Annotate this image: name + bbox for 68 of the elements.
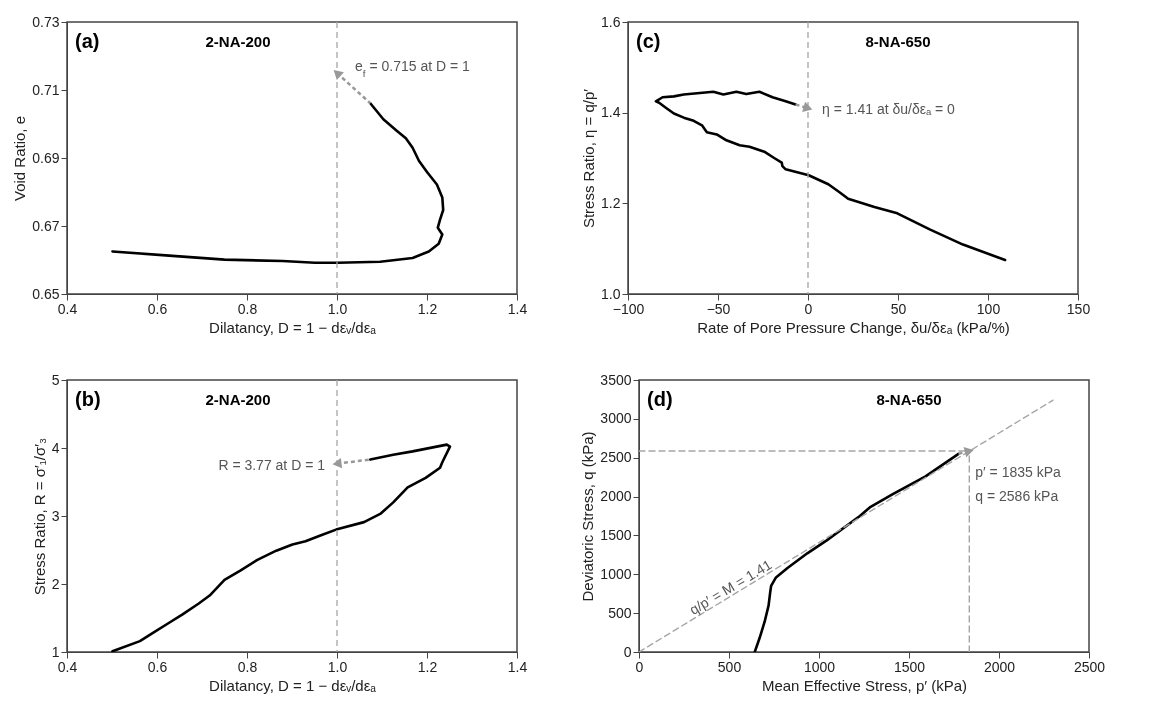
x-tick-label: 0.4 <box>57 300 78 317</box>
x-tick-label: 0.6 <box>147 658 168 675</box>
x-tick-label: 1.2 <box>417 300 438 317</box>
x-axis-title: Rate of Pore Pressure Change, δu/δεₐ (kPa/%) <box>697 318 1010 336</box>
x-tick-label: 1.2 <box>417 658 438 675</box>
annotation: e$_{f}$ = 0.715 at D = 1 <box>355 58 471 79</box>
chart-title: (a) <box>75 30 100 52</box>
x-tick-label: 0.4 <box>57 658 78 675</box>
y-tick-label: 2 <box>51 575 60 592</box>
y-tick-label: 0 <box>623 643 632 660</box>
x-tick-label: 1.0 <box>327 658 348 675</box>
x-tick-label: 1.0 <box>327 300 348 317</box>
x-tick-label: 0.8 <box>237 658 258 675</box>
x-tick-label: 0.8 <box>237 300 258 317</box>
y-tick-label: 1.2 <box>601 194 621 211</box>
annotation: η = 1.41 at δu/δεₐ = 0 <box>822 101 956 118</box>
y-axis-title: Stress Ratio, η = q/p′ <box>580 88 598 229</box>
text: 8-NA-650 <box>876 391 942 408</box>
y-tick-label: 3500 <box>600 371 632 388</box>
annotation: q/p′ = M = 1.41 <box>686 556 775 618</box>
x-tick-label: 2500 <box>1073 658 1106 675</box>
x-tick-label: 500 <box>717 658 742 675</box>
y-tick-label: 0.65 <box>32 285 60 302</box>
x-tick-label: 1.4 <box>507 658 528 675</box>
text: 2-NA-200 <box>205 391 271 408</box>
x-axis-title: Dilatancy, D = 1 − dεᵥ/dεₐ <box>209 676 377 694</box>
y-tick-label: 0.67 <box>32 217 60 234</box>
x-tick-label: 100 <box>976 300 1001 317</box>
chart-title: (b) <box>75 388 101 410</box>
y-tick-label: 3 <box>51 507 60 524</box>
y-tick-label: 0.71 <box>32 81 60 98</box>
y-axis-title: Void Ratio, e <box>11 115 29 202</box>
y-tick-label: 4 <box>51 439 60 456</box>
x-tick-label: 1.4 <box>507 300 528 317</box>
text: 8-NA-650 <box>865 33 931 50</box>
annotation: R = 3.77 at D = 1 <box>218 456 326 473</box>
y-tick-label: 1.4 <box>601 104 621 121</box>
y-tick-label: 0.69 <box>32 149 60 166</box>
y-tick-label: 1 <box>51 643 60 660</box>
x-tick-label: 1500 <box>893 658 926 675</box>
x-tick-label: −100 <box>612 300 645 317</box>
y-tick-label: 1000 <box>600 565 632 582</box>
chart-title: (d) <box>647 388 673 410</box>
y-tick-label: 1500 <box>600 526 632 543</box>
x-axis-title: Mean Effective Stress, p′ (kPa) <box>761 676 968 694</box>
y-tick-label: 2500 <box>600 449 632 466</box>
x-tick-label: 0.6 <box>147 300 168 317</box>
x-tick-label: 2000 <box>983 658 1016 675</box>
annotation: q = 2586 kPa <box>975 488 1059 505</box>
x-axis-title: Dilatancy, D = 1 − dεᵥ/dεₐ <box>209 318 377 336</box>
y-axis-title: Deviatoric Stress, q (kPa) <box>579 431 597 602</box>
x-tick-label: 0 <box>804 300 813 317</box>
text: 2-NA-200 <box>205 33 271 50</box>
y-tick-label: 5 <box>51 371 60 388</box>
y-tick-label: 1.6 <box>601 13 621 30</box>
chart-title: (c) <box>636 30 661 52</box>
x-tick-label: −50 <box>706 300 731 317</box>
y-tick-label: 0.73 <box>32 13 60 30</box>
y-axis-title: Stress Ratio, R = σ′₁/σ′₃ <box>30 437 48 596</box>
x-tick-label: 50 <box>890 300 907 317</box>
x-tick-label: 0 <box>635 658 644 675</box>
y-tick-label: 3000 <box>600 410 632 427</box>
x-tick-label: 1000 <box>803 658 836 675</box>
y-tick-label: 500 <box>608 604 632 621</box>
x-tick-label: 150 <box>1066 300 1091 317</box>
y-tick-label: 2000 <box>600 488 632 505</box>
annotation: p′ = 1835 kPa <box>975 464 1062 481</box>
y-tick-label: 1.0 <box>601 285 621 302</box>
